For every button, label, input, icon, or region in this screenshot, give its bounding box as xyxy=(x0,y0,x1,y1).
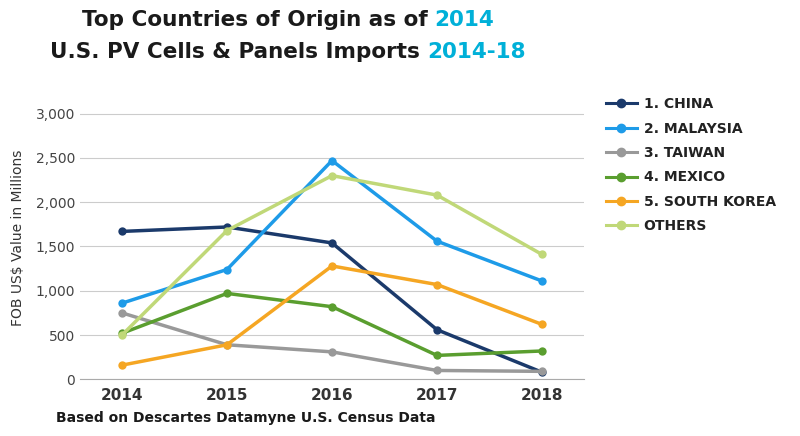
Text: 2014: 2014 xyxy=(434,10,494,30)
Legend: 1. CHINA, 2. MALAYSIA, 3. TAIWAN, 4. MEXICO, 5. SOUTH KOREA, OTHERS: 1. CHINA, 2. MALAYSIA, 3. TAIWAN, 4. MEX… xyxy=(606,97,776,233)
Text: Based on Descartes Datamyne U.S. Census Data: Based on Descartes Datamyne U.S. Census … xyxy=(56,411,435,425)
Y-axis label: FOB US$ Value in Millions: FOB US$ Value in Millions xyxy=(10,150,25,326)
Text: 2014-18: 2014-18 xyxy=(427,42,526,62)
Text: U.S. PV Cells & Panels Imports: U.S. PV Cells & Panels Imports xyxy=(50,42,427,62)
Text: Top Countries of Origin as of: Top Countries of Origin as of xyxy=(82,10,434,30)
